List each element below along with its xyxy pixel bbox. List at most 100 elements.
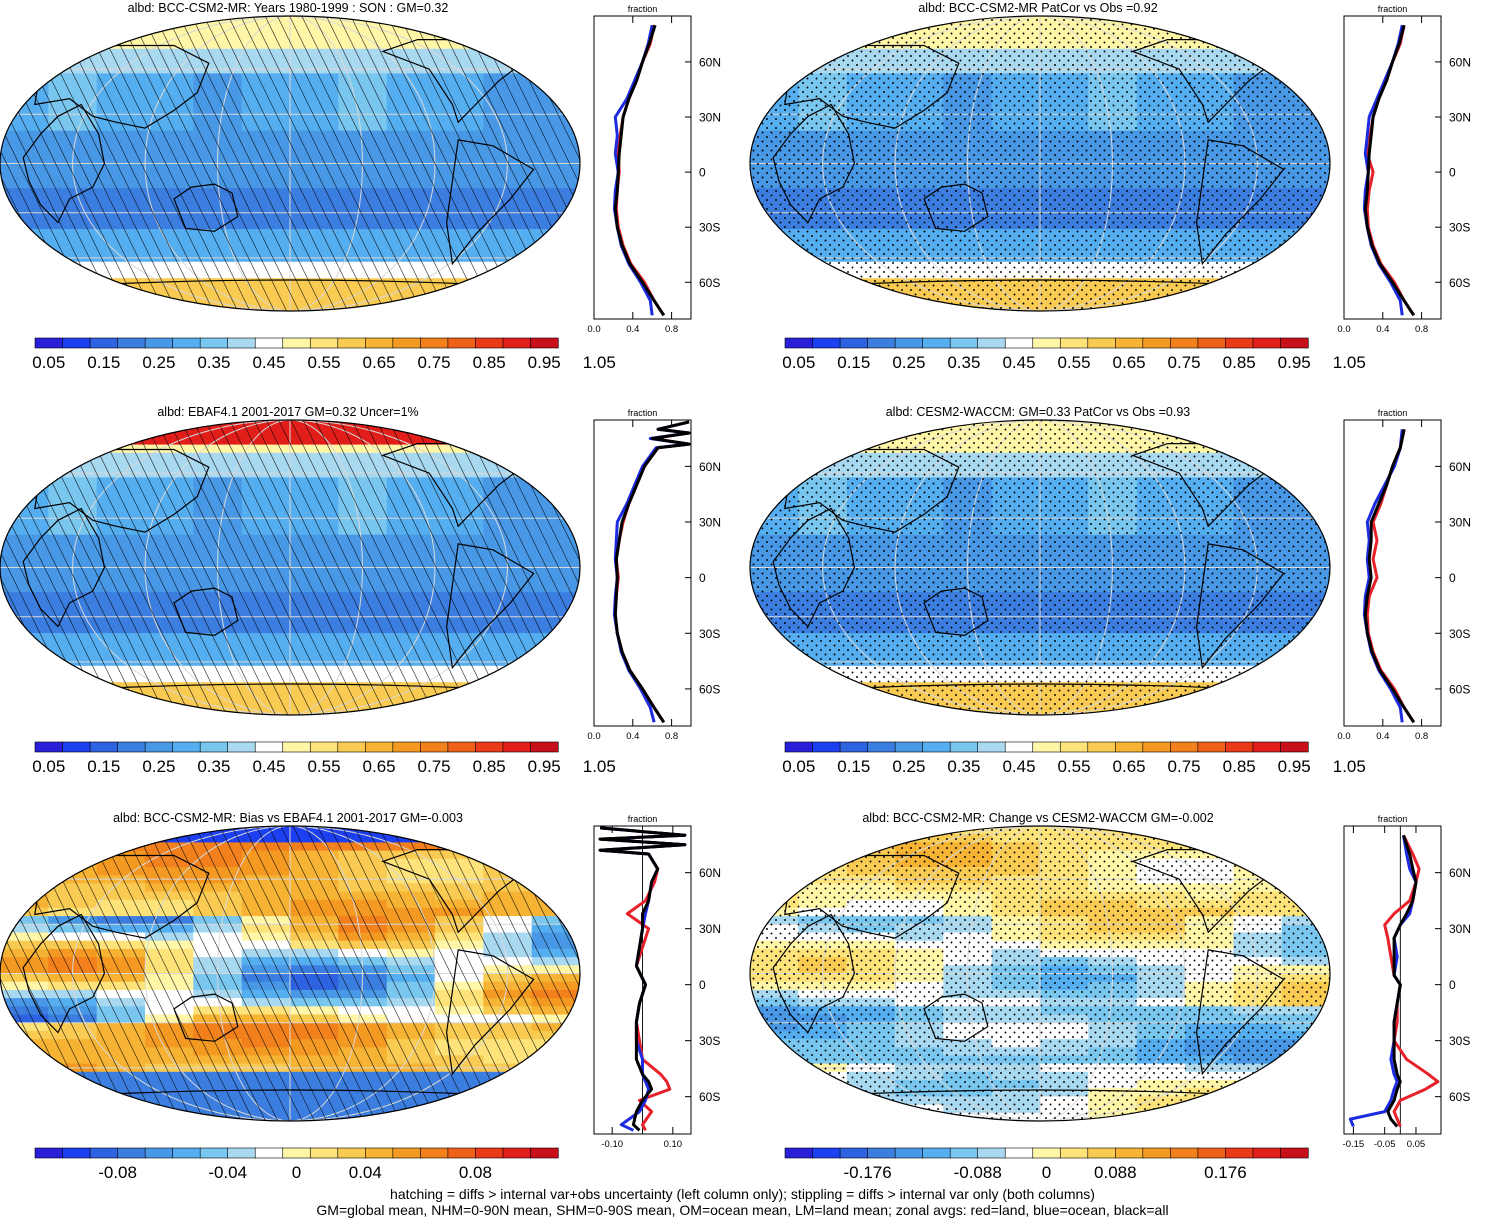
colorbar-swatch — [1004, 1147, 1034, 1159]
y-tick-label: 60N — [699, 55, 721, 69]
y-tick-label: 60N — [1449, 866, 1471, 880]
colorbar-swatch — [1142, 337, 1171, 349]
colorbar-swatch — [1032, 741, 1061, 753]
colorbar-tick-label: 0.04 — [349, 1163, 382, 1182]
colorbar-swatch — [1252, 1147, 1282, 1159]
colorbar-swatch — [1170, 1147, 1199, 1159]
colorbar-tick-label: -0.04 — [208, 1163, 247, 1182]
colorbar-swatch — [1170, 741, 1199, 753]
colorbar-tick-label: 0.15 — [837, 757, 870, 776]
colorbar-tick-label: 0.95 — [1278, 353, 1311, 372]
zonal-avg-plot: fraction 0.0 0.4 0.8 60N 30N 0 30S 60S — [587, 4, 721, 335]
colorbar-tick-label: 0.15 — [837, 353, 870, 372]
zonal-frame — [1343, 419, 1442, 727]
colorbar-tick-label: 0.15 — [87, 757, 120, 776]
colorbar-swatch — [530, 337, 559, 349]
panel-title: albd: BCC-CSM2-MR: Years 1980-1999 : SON… — [128, 1, 449, 15]
colorbar-swatch — [254, 337, 284, 349]
colorbar-tick-label: -0.08 — [98, 1163, 137, 1182]
colorbar-tick-label: 1.05 — [583, 353, 616, 372]
colorbar-tick-label: 0.75 — [1168, 757, 1201, 776]
colorbar-tick-label: 0.45 — [1002, 353, 1035, 372]
colorbar-tick-label: 0 — [1042, 1163, 1051, 1182]
colorbar-swatch — [475, 1147, 504, 1159]
colorbar-swatch — [62, 1147, 91, 1159]
colorbar-swatch — [392, 741, 421, 753]
colorbar-swatch — [812, 1147, 841, 1159]
colorbar-tick-label: 0.75 — [1168, 353, 1201, 372]
colorbar-swatch — [227, 1147, 256, 1159]
x-tick-label: 0.4 — [1376, 731, 1389, 742]
y-tick-label: 30N — [1449, 516, 1471, 530]
colorbar-tick-label: 0.85 — [1223, 757, 1256, 776]
colorbar-swatch — [117, 337, 146, 349]
y-tick-label: 60S — [699, 682, 720, 696]
colorbar-swatch — [227, 741, 256, 753]
colorbar-swatch — [1252, 337, 1282, 349]
colorbar-swatch — [1115, 741, 1144, 753]
colorbar-tick-label: 0.55 — [1057, 757, 1090, 776]
colorbar-swatch — [365, 1147, 394, 1159]
zonal-avg-plot: fraction -0.10 0.10 60N 30N 0 30S 60S — [593, 814, 721, 1150]
colorbar-swatch — [839, 337, 869, 349]
x-tick-label: 0.4 — [626, 731, 639, 742]
colorbar-tick-label: 1.05 — [583, 757, 616, 776]
zonal-axis-title: fraction — [628, 4, 658, 14]
zonal-avg-plot: fraction -0.15 -0.05 0.05 60N 30N 0 30S 60S — [1343, 814, 1471, 1150]
colorbar-swatch — [420, 337, 449, 349]
x-tick-label: 0.4 — [1376, 324, 1389, 335]
colorbar-swatch — [1142, 1147, 1171, 1159]
zonal-line-ocean — [1348, 835, 1418, 1128]
zonal-line-land — [1383, 834, 1440, 1128]
colorbar-swatch — [1170, 337, 1199, 349]
colorbar-swatch — [1197, 1147, 1227, 1159]
colorbar-swatch — [144, 741, 174, 753]
colorbar-swatch — [1142, 741, 1171, 753]
colorbar-swatch — [254, 741, 284, 753]
colorbar-swatch — [337, 1147, 366, 1159]
colorbar-swatch — [144, 337, 174, 349]
colorbar-swatch — [447, 337, 477, 349]
colorbar-tick-label: 0.95 — [528, 353, 561, 372]
y-tick-label: 60N — [1449, 460, 1471, 474]
panel-title: albd: EBAF4.1 2001-2017 GM=0.32 Uncer=1% — [157, 405, 418, 419]
colorbar-swatch — [1059, 741, 1089, 753]
colorbar-swatch — [282, 741, 311, 753]
colorbar-swatch — [392, 1147, 421, 1159]
colorbar-swatch — [1225, 741, 1254, 753]
y-tick-label: 60N — [699, 866, 721, 880]
colorbar-tick-label: 0.25 — [142, 353, 175, 372]
colorbar-swatch — [1115, 1147, 1144, 1159]
colorbar-swatch — [420, 1147, 449, 1159]
x-tick-label: 0.0 — [1337, 324, 1350, 335]
zonal-axis-title: fraction — [1378, 814, 1408, 824]
zonal-axis-title: fraction — [1378, 4, 1408, 14]
y-tick-label: 30S — [1449, 221, 1470, 235]
panel-title: albd: BCC-CSM2-MR: Change vs CESM2-WACCM… — [862, 811, 1213, 825]
colorbar-tick-label: 0.55 — [1057, 353, 1090, 372]
colorbar-swatch — [1032, 337, 1061, 349]
zonal-frame — [1343, 15, 1442, 320]
colorbar-swatch — [784, 337, 814, 349]
colorbar-swatch — [839, 1147, 869, 1159]
colorbar-swatch — [337, 337, 366, 349]
colorbar-tick-label: 0.05 — [32, 757, 65, 776]
map-border — [0, 825, 581, 1122]
y-tick-label: 30S — [1449, 627, 1470, 641]
map-field — [750, 16, 1330, 311]
footer-note-legend: GM=global mean, NHM=0-90N mean, SHM=0-90… — [316, 1202, 1169, 1218]
colorbar-swatch — [1032, 1147, 1061, 1159]
colorbar-swatch — [34, 1147, 64, 1159]
colorbar-tick-label: 0.55 — [307, 757, 340, 776]
colorbar-swatch — [337, 741, 366, 753]
x-tick-label: 0.8 — [665, 324, 678, 335]
colorbar-swatch — [282, 1147, 311, 1159]
colorbar-swatch — [1252, 741, 1282, 753]
colorbar-swatch — [922, 741, 951, 753]
colorbar-swatch — [34, 337, 64, 349]
colorbar-swatch — [475, 337, 504, 349]
colorbar: 0.05 0.15 0.25 0.35 0.45 0.55 0.65 0.75 0.85 0.95… — [782, 741, 1366, 776]
zonal-line-all — [1363, 428, 1416, 724]
colorbar-swatch — [309, 1147, 339, 1159]
panel-1: albd: BCC-CSM2-MR: Years 1980-1999 : SON… — [0, 1, 721, 372]
